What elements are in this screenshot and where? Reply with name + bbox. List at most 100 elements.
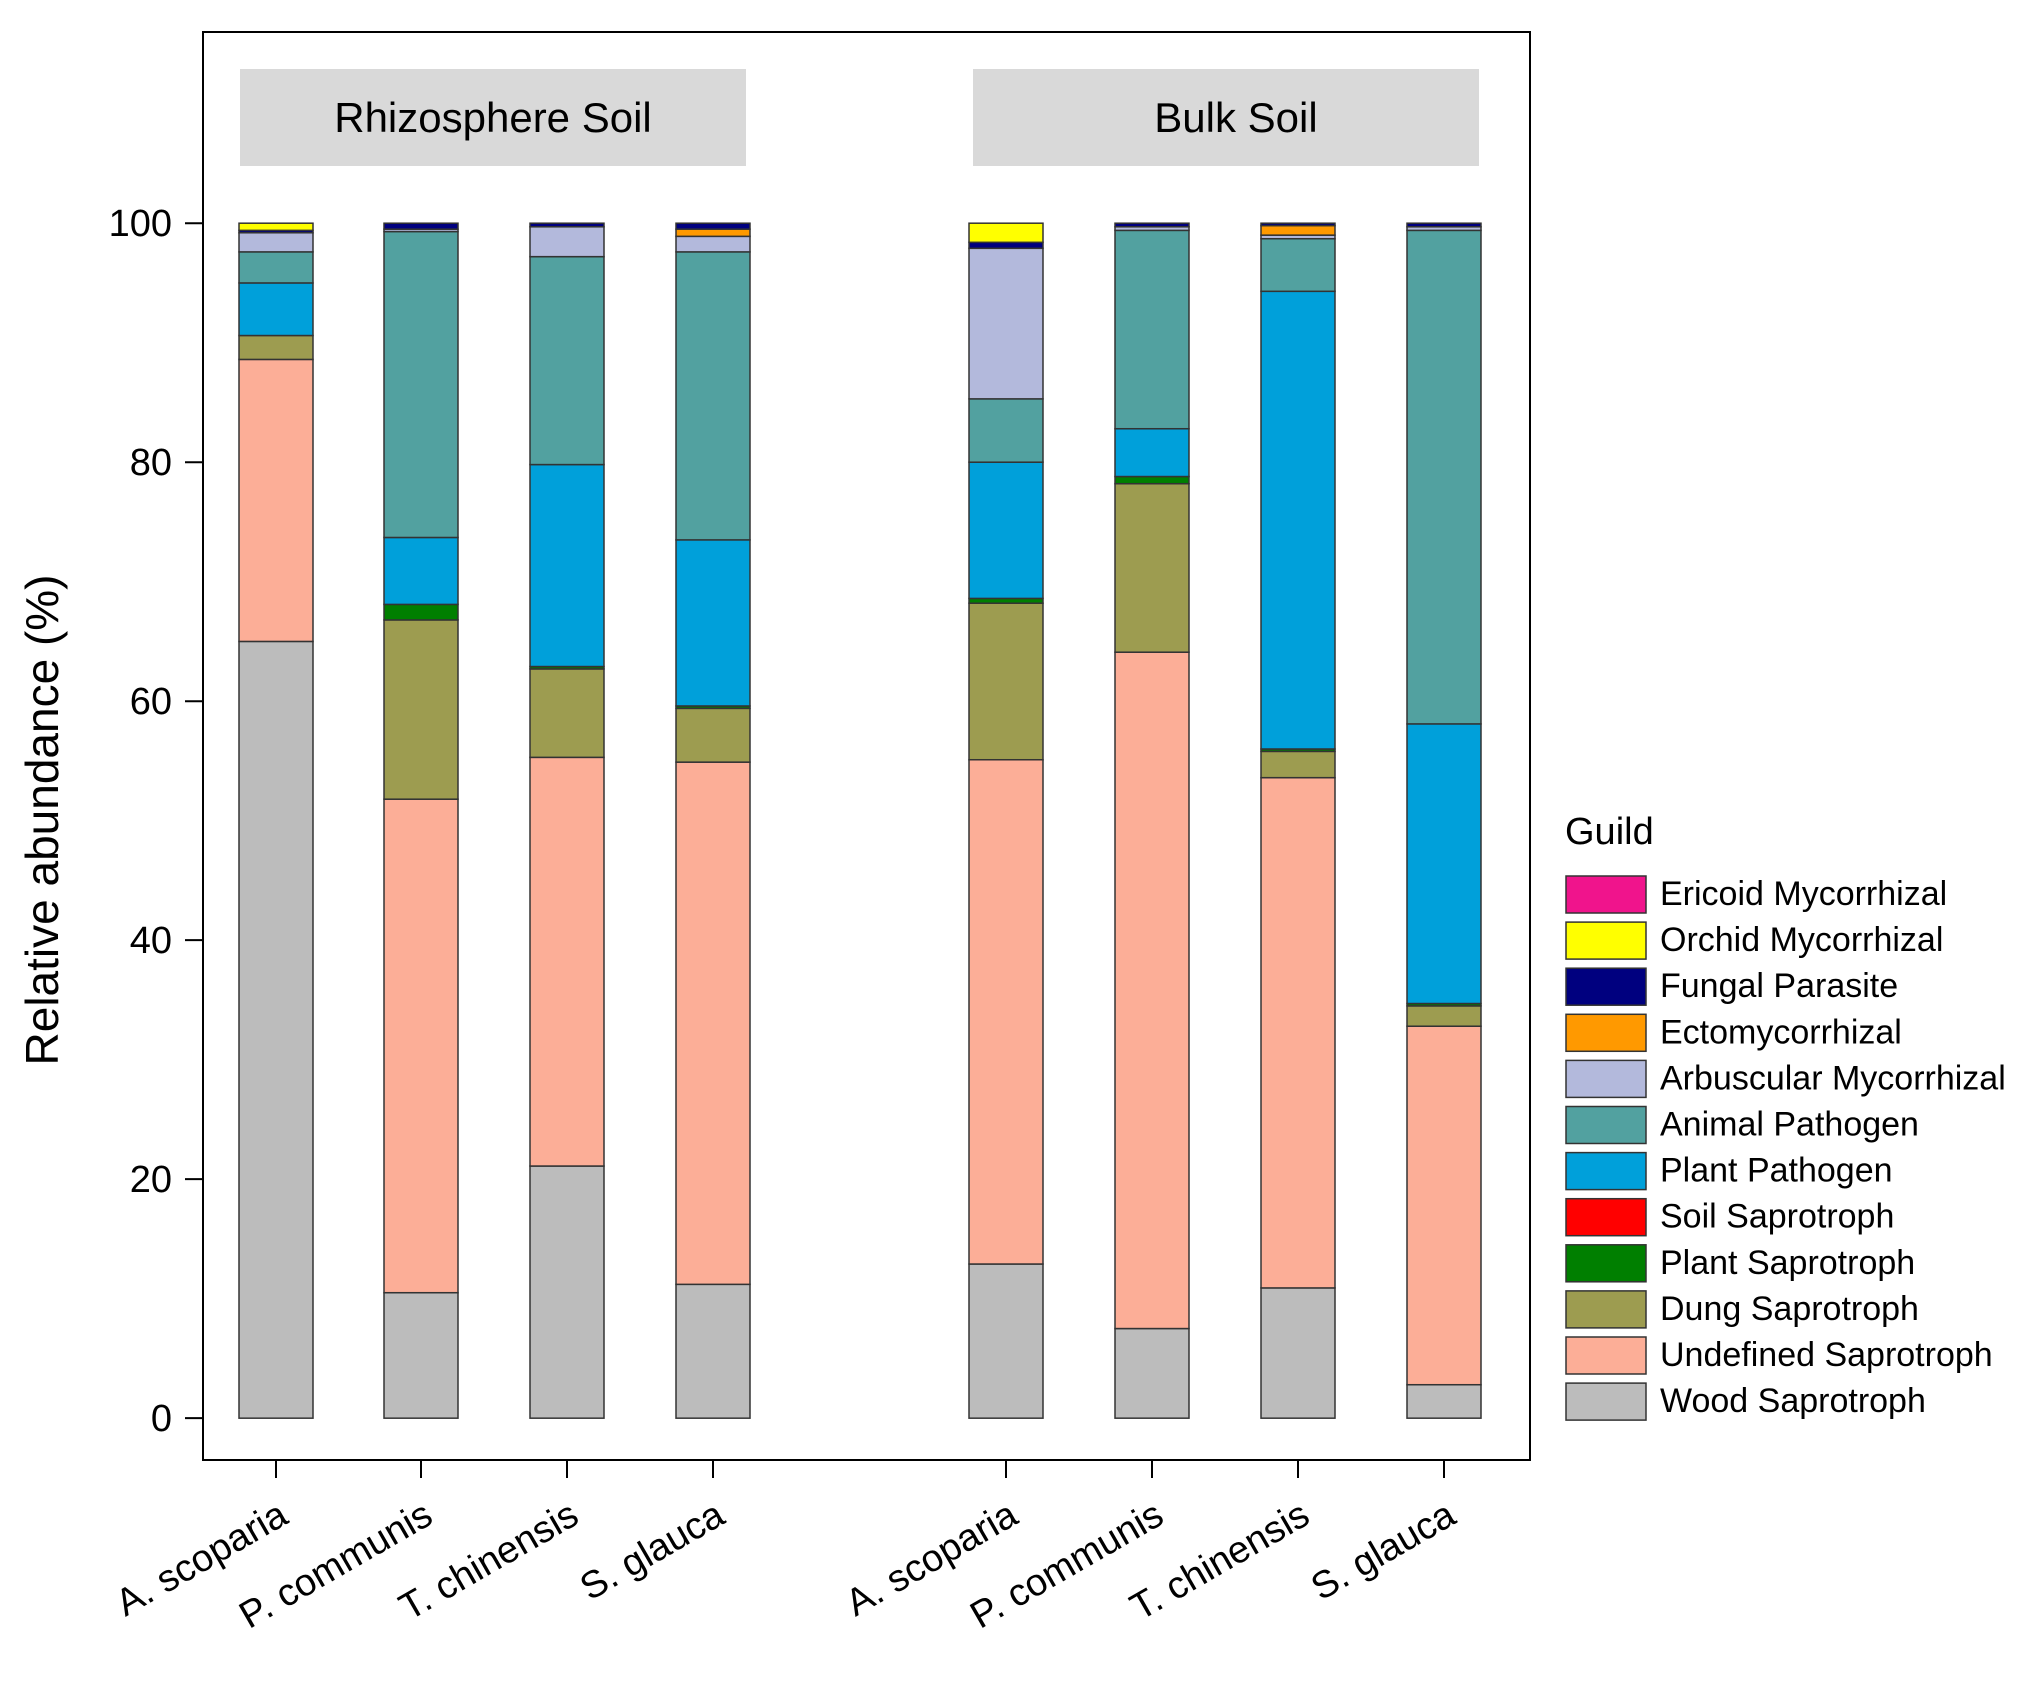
bar-segment-animal-pathogen <box>675 251 751 541</box>
bar-bulk-soil-s-glauca <box>1406 222 1482 1419</box>
y-tick-label: 20 <box>130 1159 172 1201</box>
bar-segment-wood-saprotroph <box>1260 1287 1336 1419</box>
legend-swatch <box>1565 1382 1647 1421</box>
legend-swatch <box>1565 1290 1647 1329</box>
legend-swatch <box>1565 967 1647 1006</box>
bar-rhizosphere-soil-t-chinensis <box>529 222 605 1419</box>
bars <box>238 222 1482 1419</box>
bar-segment-animal-pathogen <box>1260 237 1336 293</box>
legend-item-undefined-saprotroph: Undefined Saprotroph <box>1565 1336 1993 1375</box>
bar-segment-fungal-parasite <box>1260 222 1336 227</box>
legend-swatch <box>1565 1197 1647 1237</box>
bar-segment-undefined-saprotroph <box>238 358 314 643</box>
bar-segment-dung-saprotroph <box>968 602 1044 761</box>
bar-segment-dung-saprotroph <box>1114 482 1190 653</box>
bar-segment-wood-saprotroph <box>1406 1383 1482 1419</box>
legend-item-orchid-mycorrhizal: Orchid Mycorrhizal <box>1565 921 1943 960</box>
legend-item-fungal-parasite: Fungal Parasite <box>1565 967 1898 1006</box>
legend-swatch <box>1565 1336 1647 1375</box>
bar-segment-wood-saprotroph <box>968 1263 1044 1419</box>
legend-label: Arbuscular Mycorrhizal <box>1660 1059 2006 1097</box>
legend-swatch <box>1565 875 1647 914</box>
bar-segment-animal-pathogen <box>383 230 459 539</box>
legend-item-ericoid-mycorrhizal: Ericoid Mycorrhizal <box>1565 875 1947 914</box>
legend-item-plant-pathogen: Plant Pathogen <box>1565 1152 1893 1191</box>
bar-segment-undefined-saprotroph <box>675 761 751 1286</box>
legend-label: Fungal Parasite <box>1660 967 1898 1005</box>
bar-segment-fungal-parasite <box>383 222 459 230</box>
bar-segment-arbuscular-mycorrhizal <box>238 232 314 253</box>
panel-header-bulk: Bulk Soil <box>973 69 1479 166</box>
bar-segment-animal-pathogen <box>529 255 605 466</box>
bar-segment-plant-saprotroph <box>1114 475 1190 485</box>
panel-header-rhizosphere-bg <box>240 69 746 166</box>
legend-items: Ericoid Mycorrhizal Orchid Mycorrhizal Fun… <box>1565 875 2006 1421</box>
bar-segment-ectomycorrhizal <box>1260 224 1336 236</box>
bar-segment-animal-pathogen <box>1406 229 1482 725</box>
bar-segment-plant-saprotroph <box>383 603 459 621</box>
legend-label: Ectomycorrhizal <box>1660 1013 1902 1051</box>
bar-segment-dung-saprotroph <box>238 334 314 361</box>
bar-segment-plant-pathogen <box>238 282 314 337</box>
bar-segment-undefined-saprotroph <box>529 756 605 1167</box>
bar-segment-wood-saprotroph <box>238 640 314 1419</box>
x-tick-label: S. glauca <box>1304 1493 1463 1609</box>
legend-label: Animal Pathogen <box>1660 1106 1919 1144</box>
y-axis: 0 20 40 60 80 100 <box>109 203 203 1440</box>
legend-label: Undefined Saprotroph <box>1660 1336 1993 1374</box>
legend-label: Soil Saprotroph <box>1660 1198 1894 1236</box>
bar-segment-dung-saprotroph <box>675 707 751 763</box>
bar-rhizosphere-soil-a-scoparia <box>238 222 314 1419</box>
bar-segment-orchid-mycorrhizal <box>238 222 314 232</box>
bar-segment-arbuscular-mycorrhizal <box>529 226 605 258</box>
bar-segment-dung-saprotroph <box>1406 1005 1482 1027</box>
bar-segment-wood-saprotroph <box>675 1283 751 1419</box>
bar-segment-ectomycorrhizal <box>675 228 751 238</box>
legend-label: Ericoid Mycorrhizal <box>1660 875 1947 913</box>
legend-item-arbuscular-mycorrhizal: Arbuscular Mycorrhizal <box>1565 1059 2006 1099</box>
legend-swatch <box>1565 921 1647 960</box>
legend-label: Plant Pathogen <box>1660 1152 1893 1190</box>
bar-segment-animal-pathogen <box>1114 229 1190 430</box>
legend-swatch <box>1565 1244 1647 1283</box>
bar-segment-fungal-parasite <box>675 222 751 230</box>
bar-segment-wood-saprotroph <box>383 1291 459 1419</box>
legend-swatch <box>1565 1013 1647 1053</box>
legend-item-ectomycorrhizal: Ectomycorrhizal <box>1565 1013 1902 1053</box>
bar-segment-dung-saprotroph <box>529 668 605 759</box>
legend-item-wood-saprotroph: Wood Saprotroph <box>1565 1382 1926 1421</box>
y-tick-label: 100 <box>109 203 172 245</box>
legend-label: Dung Saprotroph <box>1660 1290 1919 1328</box>
y-tick-label: 40 <box>130 920 172 962</box>
bar-rhizosphere-soil-p-communis <box>383 222 459 1419</box>
bar-segment-fungal-parasite <box>968 241 1044 250</box>
bar-segment-orchid-mycorrhizal <box>968 222 1044 244</box>
bar-segment-arbuscular-mycorrhizal <box>968 247 1044 400</box>
bar-segment-animal-pathogen <box>238 251 314 284</box>
panel-header-rhizosphere: Rhizosphere Soil <box>240 69 746 166</box>
legend-label: Plant Saprotroph <box>1660 1244 1915 1282</box>
legend: Guild Ericoid Mycorrhizal Orchid Mycorrhi… <box>1565 811 2006 1421</box>
legend-item-plant-saprotroph: Plant Saprotroph <box>1565 1244 1915 1283</box>
x-tick-label: S. glauca <box>573 1493 732 1609</box>
bar-segment-plant-pathogen <box>1406 723 1482 1005</box>
bar-segment-dung-saprotroph <box>1260 750 1336 779</box>
bar-segment-fungal-parasite <box>529 222 605 228</box>
bar-segment-undefined-saprotroph <box>968 758 1044 1265</box>
bar-segment-animal-pathogen <box>968 398 1044 463</box>
legend-label: Wood Saprotroph <box>1660 1382 1926 1420</box>
bar-segment-plant-pathogen <box>968 461 1044 600</box>
bar-bulk-soil-p-communis <box>1114 222 1190 1419</box>
y-tick-label: 60 <box>130 681 172 723</box>
panel-header-bulk-bg <box>973 69 1479 166</box>
bar-segment-plant-pathogen <box>383 536 459 606</box>
bar-segment-wood-saprotroph <box>1114 1327 1190 1419</box>
bar-segment-wood-saprotroph <box>529 1165 605 1419</box>
bar-segment-plant-pathogen <box>1260 290 1336 750</box>
legend-swatch <box>1565 1059 1647 1099</box>
bar-bulk-soil-a-scoparia <box>968 222 1044 1419</box>
bar-segment-fungal-parasite <box>1114 222 1190 228</box>
bar-segment-dung-saprotroph <box>383 619 459 800</box>
